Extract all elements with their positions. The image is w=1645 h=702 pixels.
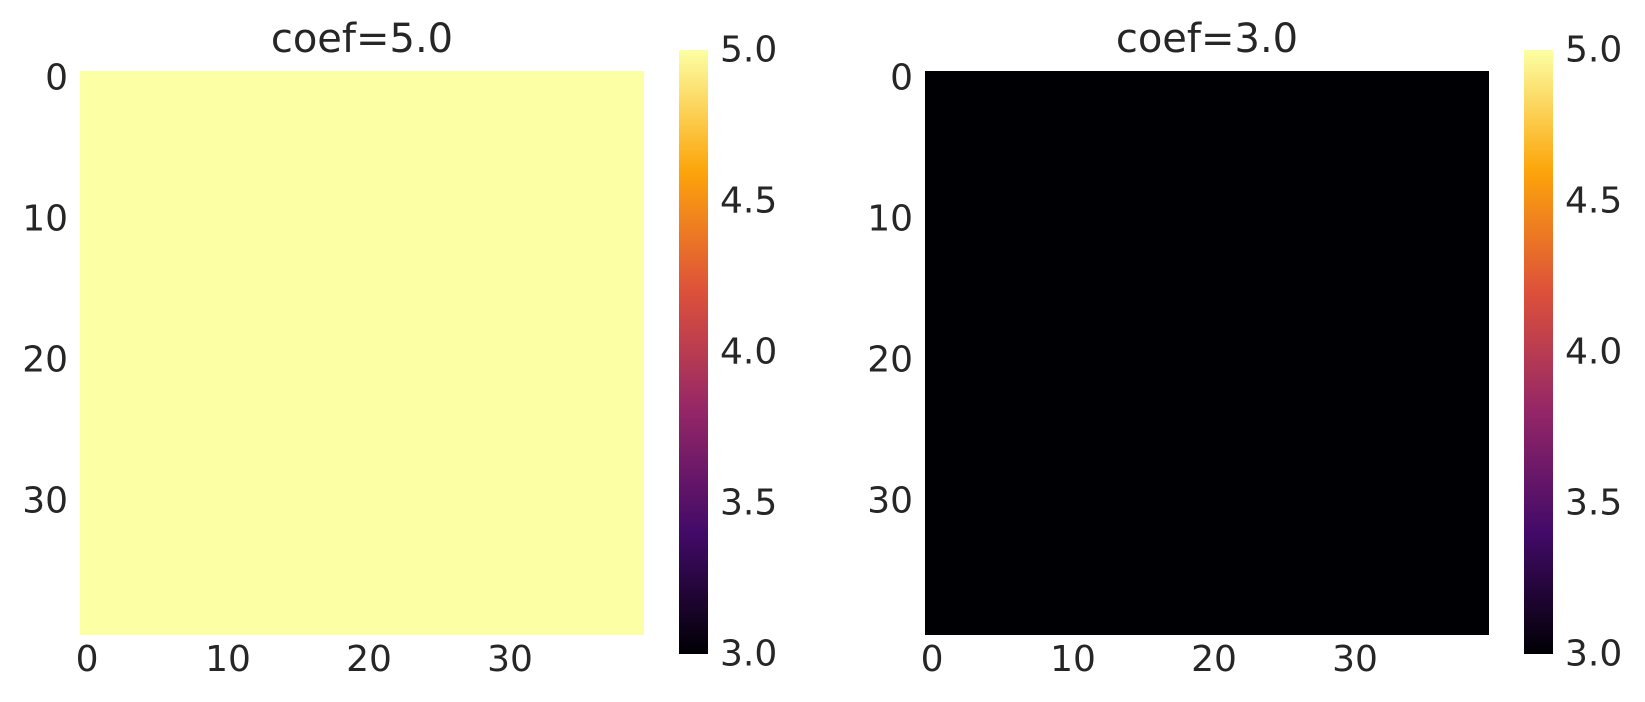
colorbar-tick-label: 4.0: [1565, 332, 1622, 373]
colorbar-tick-label: 4.0: [720, 332, 777, 373]
y-tick-label: 10: [22, 199, 68, 240]
x-tick-label: 30: [487, 639, 533, 680]
colorbar-tick-label: 3.0: [720, 634, 777, 675]
y-tick-label: 0: [890, 58, 913, 99]
y-tick-label: 20: [867, 340, 913, 381]
heatmap-image: [80, 71, 644, 635]
x-tick-label: 20: [1191, 639, 1237, 680]
x-tick-label: 20: [346, 639, 392, 680]
heatmap-panel-1: coef=5.0 0 10 20 30 0 10 20 30 3.0 3.5 4.0 4.5 5.0: [22, 16, 777, 680]
colorbar-tick-label: 4.5: [1565, 181, 1622, 222]
chart-title: coef=5.0: [271, 16, 453, 62]
colorbar-tick-label: 3.0: [1565, 634, 1622, 675]
colorbar: [679, 50, 708, 654]
y-tick-label: 0: [45, 58, 68, 99]
colorbar: [1524, 50, 1553, 654]
heatmap-panel-2: coef=3.0 0 10 20 30 0 10 20 30 3.0 3.5 4.0 4.5 5.0: [867, 16, 1622, 680]
colorbar-tick-label: 3.5: [1565, 483, 1622, 524]
x-tick-label: 10: [205, 639, 251, 680]
x-tick-label: 10: [1050, 639, 1096, 680]
colorbar-tick-label: 5.0: [1565, 30, 1622, 71]
chart-title: coef=3.0: [1116, 16, 1298, 62]
y-tick-label: 30: [22, 481, 68, 522]
y-tick-label: 30: [867, 481, 913, 522]
colorbar-tick-label: 4.5: [720, 181, 777, 222]
x-tick-label: 0: [76, 639, 99, 680]
x-tick-label: 30: [1332, 639, 1378, 680]
x-tick-label: 0: [921, 639, 944, 680]
y-tick-label: 20: [22, 340, 68, 381]
heatmap-image: [925, 71, 1489, 635]
colorbar-tick-label: 5.0: [720, 30, 777, 71]
colorbar-tick-label: 3.5: [720, 483, 777, 524]
y-tick-label: 10: [867, 199, 913, 240]
